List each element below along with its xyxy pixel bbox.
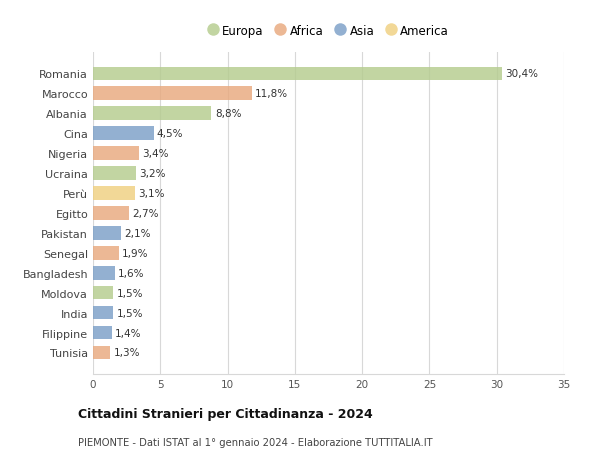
Legend: Europa, Africa, Asia, America: Europa, Africa, Asia, America: [203, 20, 454, 43]
Text: 1,4%: 1,4%: [115, 328, 142, 338]
Bar: [93, 346, 110, 359]
Text: Cittadini Stranieri per Cittadinanza - 2024: Cittadini Stranieri per Cittadinanza - 2…: [78, 407, 373, 420]
Text: 8,8%: 8,8%: [215, 109, 241, 119]
Bar: [93, 326, 112, 340]
Bar: [93, 227, 121, 240]
Bar: [93, 286, 113, 300]
Bar: [93, 67, 502, 81]
Bar: [93, 107, 211, 121]
Text: 11,8%: 11,8%: [255, 89, 288, 99]
Text: 30,4%: 30,4%: [505, 69, 538, 79]
Text: 3,4%: 3,4%: [142, 149, 169, 159]
Bar: [93, 187, 135, 200]
Bar: [93, 266, 115, 280]
Text: 2,7%: 2,7%: [133, 208, 159, 218]
Bar: [93, 207, 130, 220]
Text: 3,2%: 3,2%: [139, 168, 166, 179]
Text: PIEMONTE - Dati ISTAT al 1° gennaio 2024 - Elaborazione TUTTITALIA.IT: PIEMONTE - Dati ISTAT al 1° gennaio 2024…: [78, 437, 433, 448]
Bar: [93, 147, 139, 161]
Text: 1,5%: 1,5%: [116, 308, 143, 318]
Bar: [93, 127, 154, 140]
Bar: [93, 87, 252, 101]
Text: 2,1%: 2,1%: [125, 228, 151, 238]
Bar: [93, 306, 113, 319]
Text: 1,3%: 1,3%: [114, 348, 140, 358]
Text: 1,5%: 1,5%: [116, 288, 143, 298]
Text: 1,9%: 1,9%: [122, 248, 148, 258]
Text: 4,5%: 4,5%: [157, 129, 184, 139]
Bar: [93, 167, 136, 180]
Bar: [93, 246, 119, 260]
Text: 3,1%: 3,1%: [138, 189, 164, 199]
Text: 1,6%: 1,6%: [118, 268, 145, 278]
